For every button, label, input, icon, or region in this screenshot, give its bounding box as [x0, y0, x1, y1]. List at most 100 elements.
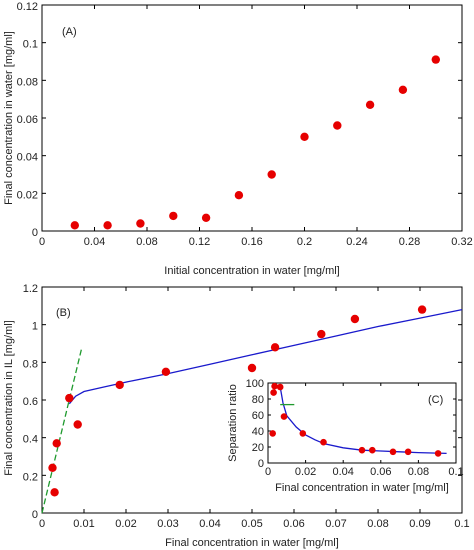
- panel-b-data-point: [417, 305, 427, 314]
- panel-a-data-point: [300, 132, 309, 141]
- panel-c-y-tick-label: 20: [252, 442, 264, 454]
- panel-a-data-point: [398, 85, 408, 95]
- panel-a: (A) 0 0.04 0.08 0.12 0.16 0.2 0.24 0.28 0.32 0 0.0…: [3, 1, 473, 277]
- panel-a-y-axis-label: Final concentration in water [mg/ml]: [3, 31, 15, 205]
- panel-b-data-point: [317, 329, 326, 339]
- panel-b-y-tick-label: 0: [32, 509, 38, 521]
- panel-b-x-tick-label: 0.1: [454, 518, 469, 530]
- panel-a-y-tick-label: 0.08: [17, 76, 38, 88]
- panel-a-x-tick-label: 0.32: [451, 236, 472, 248]
- panel-a-data-point: [103, 221, 112, 230]
- panel-b-linear-line: [41, 347, 83, 514]
- panel-c-y-tick-label: 40: [252, 426, 264, 438]
- panel-c-data-point: [271, 382, 278, 390]
- panel-a-data-point: [70, 221, 80, 230]
- panel-b-y-axis-label: Final concentration in IL [mg/ml]: [3, 320, 15, 476]
- panel-a-y-tick-label: 0.02: [17, 189, 38, 201]
- panel-a-data-point: [201, 213, 211, 222]
- panel-b-y-tick-label: 1: [32, 321, 38, 333]
- panel-c-label: (C): [428, 394, 443, 406]
- panel-b-x-tick-label: 0.06: [283, 518, 304, 530]
- panel-c-data-point: [280, 413, 288, 420]
- panel-b-lines: [41, 308, 463, 514]
- panel-c-data-point: [320, 438, 327, 446]
- panel-b-y-tick-label: 1.2: [23, 283, 38, 295]
- panel-a-x-tick-label: 0.28: [399, 236, 420, 248]
- panel-c-y-tick-label: 60: [252, 410, 264, 422]
- panel-a-ticks: 0 0.04 0.08 0.12 0.16 0.2 0.24 0.28 0.32 0 0.02 0.0…: [17, 1, 473, 248]
- panel-c-y-tick-label: 100: [246, 378, 264, 390]
- panel-b-x-tick-label: 0.04: [199, 518, 220, 530]
- panel-c-points: [269, 382, 442, 457]
- panel-b-y-tick-label: 0.4: [23, 434, 38, 446]
- panel-c-x-tick-label: 0.1: [448, 466, 463, 478]
- panel-b-x-tick-label: 0: [39, 518, 45, 530]
- panel-a-x-tick-label: 0.12: [189, 236, 210, 248]
- panel-b-x-tick-label: 0.07: [325, 518, 346, 530]
- panel-b-data-point: [350, 314, 360, 324]
- panel-b-y-tick-label: 0.2: [23, 471, 38, 483]
- panel-a-points: [70, 55, 440, 230]
- panel-c-x-tick-label: 0.08: [408, 466, 429, 478]
- panel-a-x-tick-label: 0.08: [136, 236, 157, 248]
- panel-b-x-tick-label: 0.02: [115, 518, 136, 530]
- panel-a-data-point: [234, 191, 244, 200]
- panel-b-x-tick-label: 0.03: [157, 518, 178, 530]
- panel-c-data-point: [269, 430, 277, 437]
- panel-c-x-tick-label: 0.04: [332, 466, 353, 478]
- panel-c-x-tick-label: 0: [265, 466, 271, 478]
- panel-b-data-point: [73, 420, 82, 429]
- panel-c-data-point: [270, 389, 277, 396]
- panel-a-frame: [41, 4, 463, 232]
- panel-c-y-tick-label: 80: [252, 394, 264, 406]
- panel-a-y-tick-label: 0.1: [23, 39, 38, 51]
- panel-b-data-point: [65, 393, 74, 403]
- panel-b-data-point: [52, 439, 61, 448]
- panel-c-data-point: [299, 430, 307, 437]
- panel-c-y-tick-label: 0: [258, 458, 264, 470]
- panel-a-label: (A): [62, 26, 77, 38]
- panel-b-x-tick-label: 0.08: [367, 518, 388, 530]
- panel-c-y-axis-label: Separation ratio: [227, 384, 239, 462]
- panel-b-data-point: [247, 363, 257, 373]
- panel-a-y-tick-label: 0.12: [17, 1, 38, 13]
- panel-c-data-point: [358, 446, 366, 454]
- panel-c-data-point: [434, 450, 442, 457]
- panel-a-x-tick-label: 0: [39, 236, 45, 248]
- panel-b-x-tick-label: 0.05: [241, 518, 262, 530]
- panel-b-label: (B): [56, 307, 71, 319]
- panel-a-x-axis-label: Initial concentration in water [mg/ml]: [164, 265, 339, 277]
- panel-a-x-tick-label: 0.04: [84, 236, 105, 248]
- panel-c-x-tick-label: 0.02: [295, 466, 316, 478]
- panel-b-y-tick-label: 0.6: [23, 396, 38, 408]
- panel-a-x-tick-label: 0.2: [297, 236, 312, 248]
- panel-a-y-tick-label: 0: [32, 227, 38, 239]
- panel-a-y-tick-label: 0.06: [17, 114, 38, 126]
- panel-b-data-point: [50, 488, 59, 497]
- panel-a-data-point: [267, 170, 276, 179]
- panel-a-data-point: [333, 121, 342, 130]
- panel-b-y-tick-label: 0.8: [23, 358, 38, 370]
- panel-b-fit-curve: [68, 308, 463, 405]
- panel-b-x-axis-label: Final concentration in water [mg/ml]: [165, 537, 339, 549]
- panel-a-data-point: [365, 100, 375, 110]
- panel-b-x-tick-label: 0.01: [73, 518, 94, 530]
- panel-b: (B) 0 0.01 0.02 0.03 0.04 0.05 0.06 0.07 0.08 0.0…: [3, 283, 470, 549]
- panel-b-data-point: [161, 367, 171, 376]
- panel-b-x-tick-label: 0.09: [409, 518, 430, 530]
- panel-b-points: [48, 305, 427, 497]
- panel-c-x-tick-label: 0.06: [370, 466, 391, 478]
- panel-a-data-point: [431, 55, 440, 64]
- panel-a-data-point: [136, 219, 145, 228]
- panel-b-data-point: [270, 343, 280, 352]
- panel-c-data-point: [276, 383, 284, 391]
- panel-c-data-point: [369, 446, 376, 454]
- panel-c-data-point: [404, 448, 412, 456]
- panel-b-data-point: [115, 380, 124, 390]
- panel-b-data-point: [48, 463, 57, 472]
- panel-a-x-tick-label: 0.24: [346, 236, 367, 248]
- panel-a-x-tick-label: 0.16: [241, 236, 262, 248]
